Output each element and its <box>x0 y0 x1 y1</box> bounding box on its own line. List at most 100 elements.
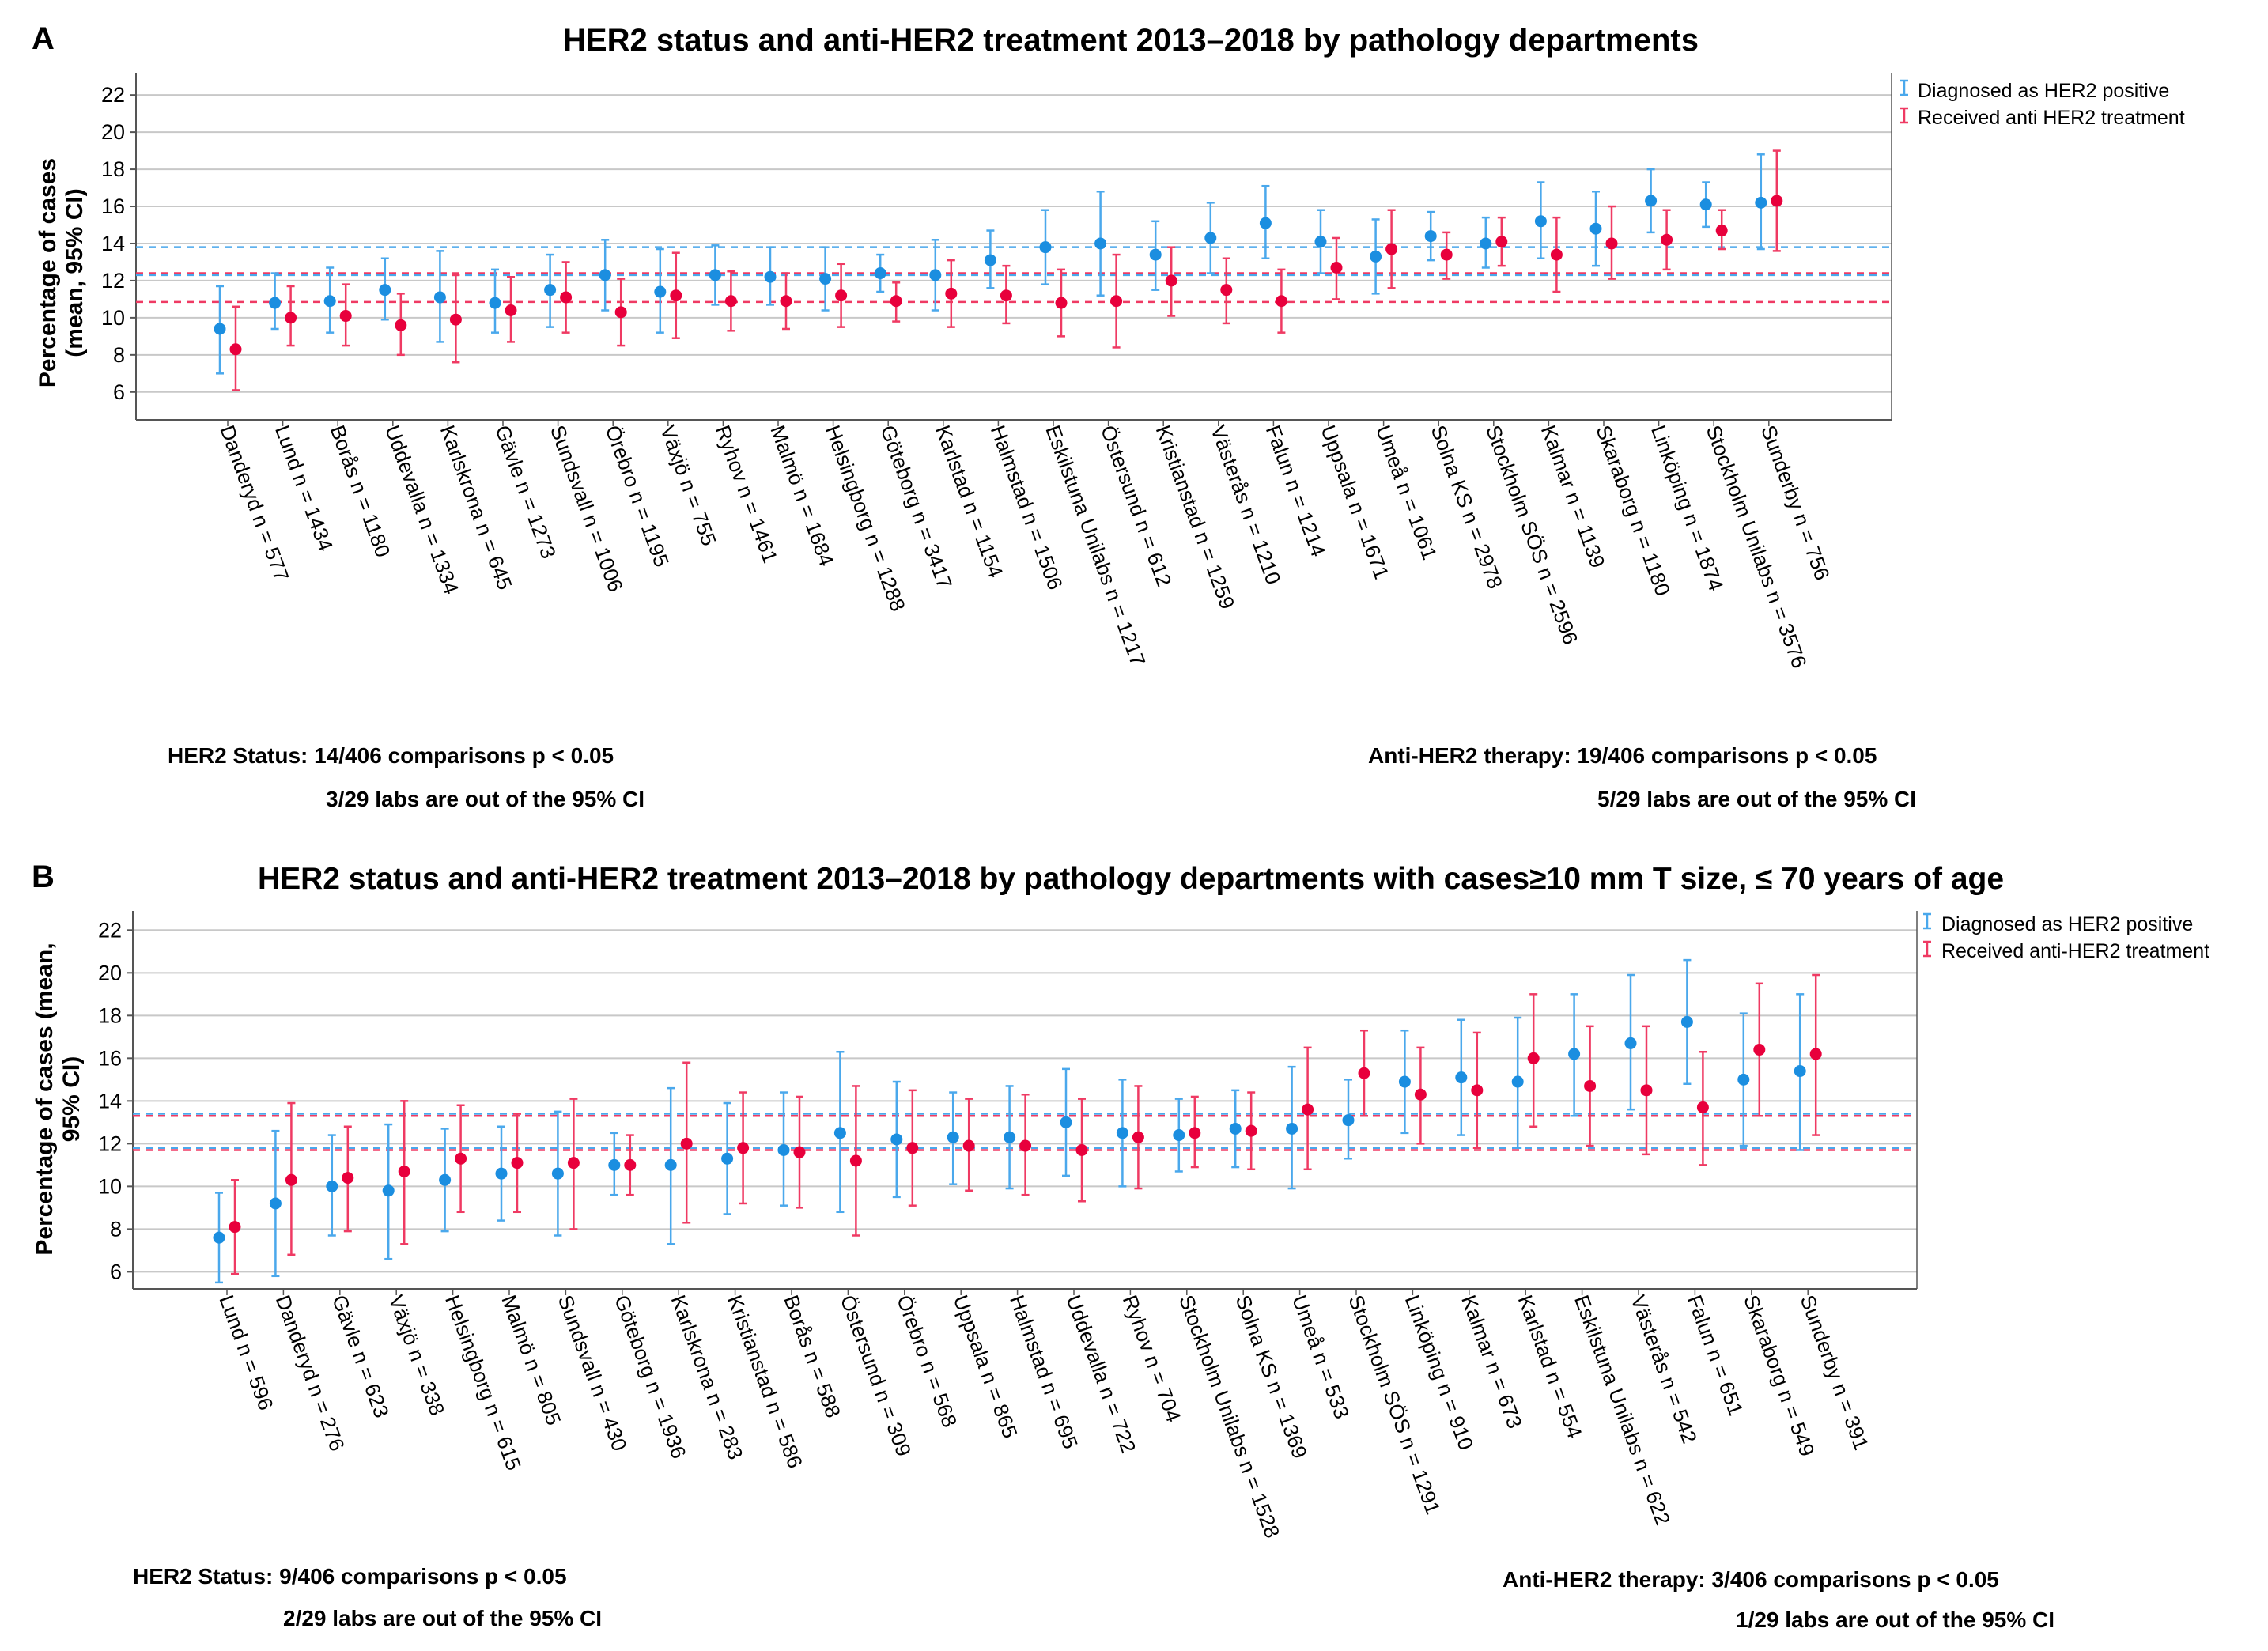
positive-point <box>764 270 777 283</box>
category-label: Malmö n = 805 <box>497 1292 565 1429</box>
treatment-point <box>455 1152 467 1165</box>
panel-a-letter: A <box>32 21 55 56</box>
treatment-point <box>890 295 902 308</box>
treatment-point <box>1715 225 1728 237</box>
positive-point <box>833 1127 846 1139</box>
treatment-point <box>1661 233 1673 246</box>
positive-point <box>777 1143 790 1156</box>
y-tick-label: 16 <box>101 195 125 218</box>
y-tick-label: 20 <box>101 120 125 144</box>
treatment-point <box>511 1157 524 1169</box>
positive-point <box>664 1158 677 1171</box>
note-b-right-2: 1/29 labs are out of the 95% CI <box>1736 1608 2054 1632</box>
treatment-point <box>962 1139 975 1152</box>
panel-a-ylabel-line2: (mean, 95% CI) <box>62 188 88 357</box>
positive-point <box>326 1180 338 1192</box>
category-label: Gävle n = 623 <box>327 1292 394 1421</box>
legend-treatment-symbol <box>1900 107 1908 124</box>
treatment-point <box>1527 1052 1540 1064</box>
positive-point <box>439 1173 452 1186</box>
panel-a-legend: Diagnosed as HER2 positive Received anti… <box>1900 79 2185 129</box>
positive-point <box>874 267 886 280</box>
positive-point <box>1534 215 1547 228</box>
positive-point <box>379 284 391 297</box>
positive-point <box>1286 1122 1298 1135</box>
legend-positive-symbol <box>1923 912 1931 930</box>
treatment-point <box>1640 1084 1653 1097</box>
category-label: Ryhov n = 704 <box>1118 1292 1186 1425</box>
positive-point <box>721 1152 734 1165</box>
positive-point <box>1314 236 1327 248</box>
treatment-point <box>1075 1143 1088 1156</box>
positive-point <box>608 1158 621 1171</box>
treatment-point <box>1753 1044 1766 1056</box>
positive-point <box>1737 1073 1750 1086</box>
y-tick-label: 6 <box>110 1260 122 1283</box>
positive-point <box>1589 222 1602 235</box>
treatment-point <box>737 1142 750 1154</box>
panel-b-letter: B <box>32 860 55 894</box>
category-label: Eskilstuna Unilabs n = 1217 <box>1041 422 1150 669</box>
positive-point <box>1259 217 1272 229</box>
y-tick-label: 20 <box>98 961 122 984</box>
treatment-point <box>1110 295 1123 308</box>
y-tick-label: 22 <box>101 83 125 107</box>
positive-point <box>1455 1071 1468 1084</box>
positive-point <box>929 269 942 281</box>
positive-point <box>1060 1116 1072 1128</box>
positive-point <box>551 1167 564 1180</box>
treatment-point <box>1132 1131 1144 1143</box>
treatment-point <box>1189 1127 1201 1139</box>
note-b-right-1: Anti-HER2 therapy: 3/406 comparisons p <… <box>1503 1567 1999 1592</box>
positive-point <box>984 254 996 266</box>
treatment-point <box>624 1158 637 1171</box>
positive-point <box>1699 198 1712 211</box>
positive-point <box>1094 237 1107 250</box>
positive-point <box>1645 195 1658 207</box>
y-tick-label: 16 <box>98 1046 122 1070</box>
positive-point <box>709 269 721 281</box>
legend-treatment-label: Received anti-HER2 treatment <box>1941 940 2209 962</box>
positive-point <box>1511 1075 1524 1088</box>
treatment-point <box>1302 1103 1314 1116</box>
legend-treatment-symbol <box>1923 940 1931 958</box>
note-b-left-2: 2/29 labs are out of the 95% CI <box>283 1606 602 1630</box>
treatment-point <box>1330 261 1343 274</box>
category-label: Kalmar n = 673 <box>1457 1292 1527 1432</box>
treatment-point <box>1495 236 1508 248</box>
legend-positive-bar <box>1900 79 1908 96</box>
y-tick-label: 14 <box>101 232 125 255</box>
category-label: Falun n = 651 <box>1683 1292 1748 1419</box>
treatment-point <box>395 319 407 331</box>
treatment-point <box>1385 243 1398 255</box>
positive-point <box>495 1167 508 1180</box>
legend-positive-bar <box>1923 912 1931 930</box>
panel-b-title: HER2 status and anti-HER2 treatment 2013… <box>258 862 2004 896</box>
positive-point <box>489 297 501 309</box>
treatment-point <box>567 1157 580 1169</box>
y-tick-label: 12 <box>98 1132 122 1155</box>
note-a-right-1: Anti-HER2 therapy: 19/406 comparisons p … <box>1368 743 1877 768</box>
category-label: Stockholm Unilabs n = 3576 <box>1702 422 1812 671</box>
category-label: Växjö n = 755 <box>656 422 721 549</box>
positive-point <box>1480 237 1492 250</box>
positive-point <box>1370 250 1382 263</box>
legend-treatment-bar <box>1900 107 1908 124</box>
treatment-point <box>285 1173 297 1186</box>
positive-point <box>1229 1122 1242 1135</box>
treatment-point <box>285 312 297 324</box>
category-label: Lund n = 1434 <box>270 422 338 554</box>
treatment-point <box>849 1154 862 1167</box>
positive-point <box>1204 232 1217 244</box>
treatment-point <box>342 1172 354 1184</box>
positive-point <box>214 323 226 335</box>
note-a-left-2: 3/29 labs are out of the 95% CI <box>326 787 644 811</box>
note-a-right-2: 5/29 labs are out of the 95% CI <box>1597 787 1916 811</box>
positive-point <box>947 1131 959 1143</box>
y-tick-label: 22 <box>98 918 122 942</box>
treatment-point <box>906 1142 919 1154</box>
y-tick-label: 6 <box>113 380 125 404</box>
positive-point <box>1624 1037 1637 1049</box>
